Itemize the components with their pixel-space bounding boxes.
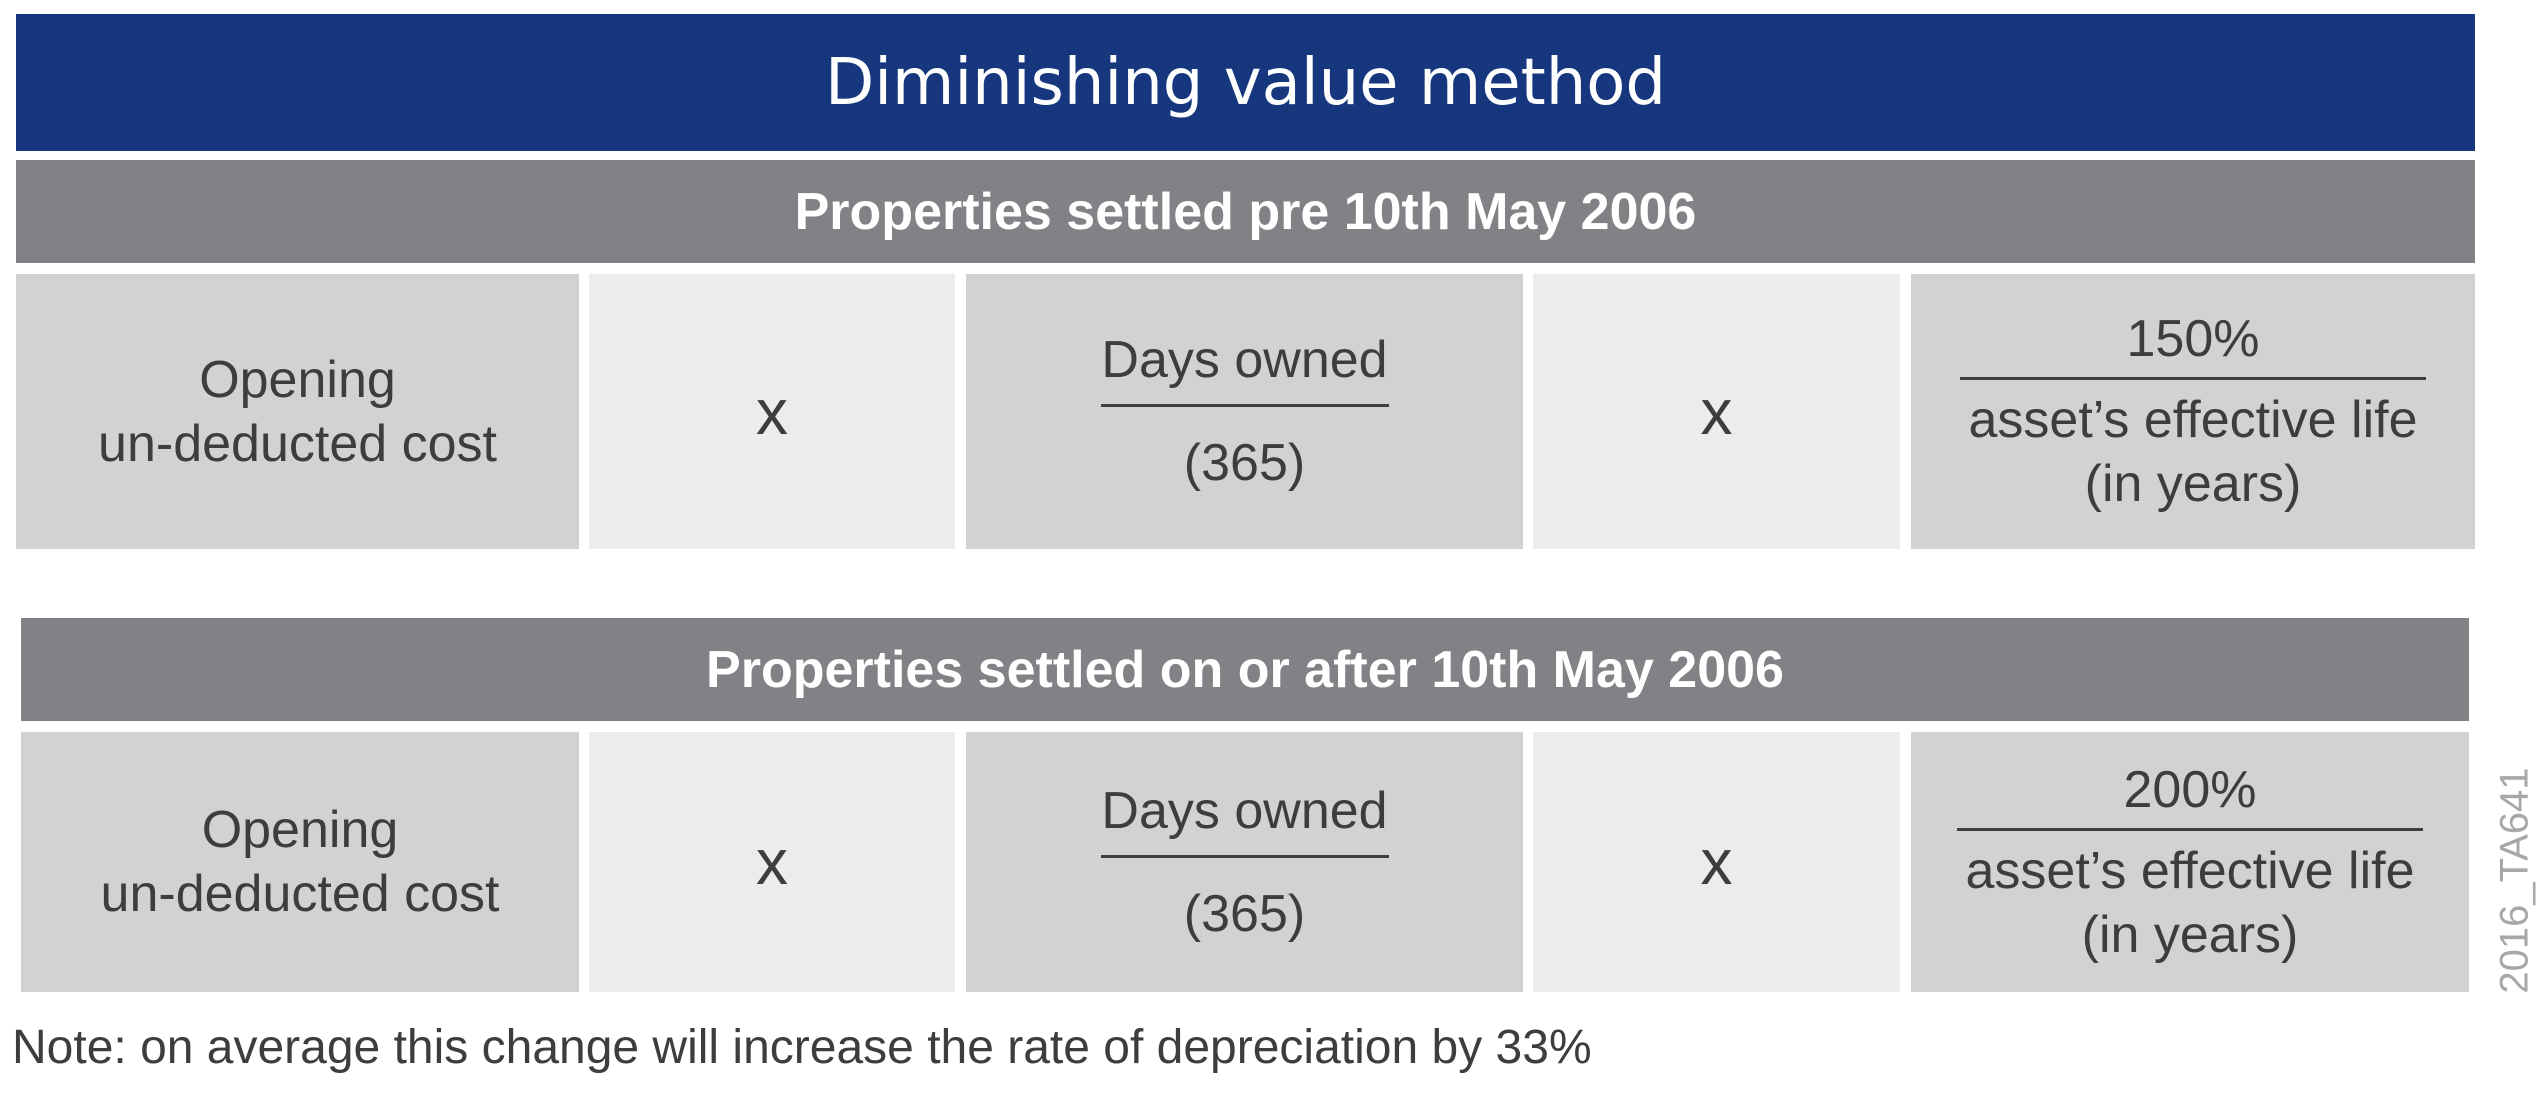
- rate-fraction: 200% asset’s effective life (in years): [1957, 758, 2423, 967]
- opening-label-line2: un-deducted cost: [100, 865, 500, 923]
- rate-cell: 150% asset’s effective life (in years): [1911, 274, 2475, 549]
- rate-denominator-line1: asset’s effective life: [1968, 391, 2418, 449]
- opening-cost-cell: Opening un-deducted cost: [21, 732, 579, 992]
- rate-numerator: 200%: [2123, 760, 2257, 819]
- multiply-sign: x: [1700, 826, 1733, 898]
- days-owned-cell: Days owned (365): [966, 732, 1523, 992]
- page-title: Diminishing value method: [16, 14, 2475, 151]
- fraction-bar: [1100, 404, 1389, 407]
- multiply-sign: x: [1700, 375, 1733, 448]
- rate-numerator: 150%: [2126, 310, 2260, 368]
- opening-cost-cell: Opening un-deducted cost: [16, 274, 579, 549]
- rate-denominator-line1: asset’s effective life: [1965, 841, 2415, 900]
- days-owned-cell: Days owned (365): [966, 274, 1523, 549]
- days-numerator: Days owned: [1101, 331, 1388, 389]
- days-fraction: Days owned (365): [1100, 328, 1389, 495]
- days-fraction: Days owned (365): [1100, 779, 1389, 946]
- multiply-cell: x: [1533, 732, 1900, 992]
- watermark-text: 2016_TA641: [2492, 766, 2537, 994]
- fraction-bar: [1100, 854, 1389, 858]
- fraction-bar: [1957, 827, 2423, 831]
- multiply-cell: x: [589, 274, 955, 549]
- footnote: Note: on average this change will increa…: [12, 1021, 1592, 1074]
- multiply-sign: x: [756, 375, 788, 448]
- section-heading-post-2006: Properties settled on or after 10th May …: [21, 618, 2469, 721]
- rate-denominator-line2: (in years): [2081, 905, 2299, 964]
- opening-label-line1: Opening: [199, 350, 396, 409]
- opening-label-line2: un-deducted cost: [98, 414, 497, 473]
- days-denominator: (365): [1183, 884, 1306, 943]
- multiply-cell: x: [1533, 274, 1900, 549]
- watermark: 2016_TA641: [2465, 760, 2539, 1000]
- section-heading-pre-2006: Properties settled pre 10th May 2006: [16, 160, 2475, 263]
- rate-cell: 200% asset’s effective life (in years): [1911, 732, 2469, 992]
- multiply-cell: x: [589, 732, 955, 992]
- fraction-bar: [1960, 377, 2426, 380]
- opening-label-line1: Opening: [201, 801, 399, 859]
- multiply-sign: x: [756, 826, 788, 898]
- rate-denominator-line2: (in years): [2084, 455, 2302, 513]
- rate-fraction: 150% asset’s effective life (in years): [1960, 307, 2426, 516]
- days-numerator: Days owned: [1101, 781, 1388, 840]
- days-denominator: (365): [1183, 434, 1306, 492]
